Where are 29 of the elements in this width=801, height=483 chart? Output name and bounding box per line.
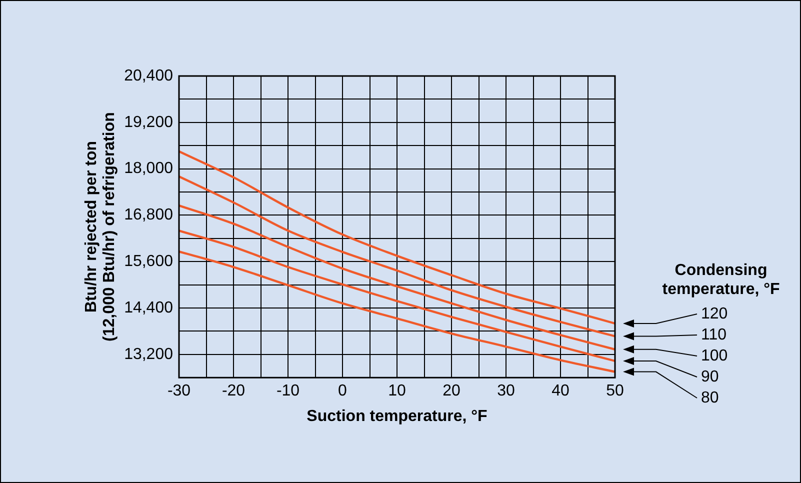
y-axis-title: Btu/hr rejected per ton (12,000 Btu/hr) of refrigeration — [83, 112, 118, 342]
line-series — [179, 250, 615, 373]
line-series — [179, 204, 615, 350]
x-tick-label: 50 — [606, 382, 624, 400]
x-axis-title: Suction temperature, °F — [306, 408, 488, 425]
x-tick-label: 0 — [338, 382, 348, 400]
legend-title: Condensing temperature, °F — [662, 262, 780, 298]
text: 80 — [701, 389, 719, 406]
x-tick-label: 10 — [388, 382, 406, 400]
y-tick-label: 18,000 — [124, 160, 174, 178]
x-tick-label: -30 — [167, 382, 191, 400]
line-series — [179, 230, 615, 362]
y-tick-label: 13,200 — [124, 346, 174, 363]
y-tick-label: 14,400 — [124, 299, 174, 316]
y-tick-label: 19,200 — [124, 114, 174, 131]
text: 110 — [701, 326, 727, 344]
line-series — [179, 175, 615, 338]
text: 100 — [701, 347, 728, 364]
y-tick-label: 15,600 — [124, 253, 174, 270]
text: 90 — [701, 368, 719, 386]
text: 120 — [701, 305, 728, 322]
x-tick-label: 40 — [552, 382, 570, 400]
x-tick-label: -20 — [222, 382, 246, 400]
line-series — [179, 150, 615, 325]
y-tick-label: 16,800 — [124, 206, 174, 224]
x-tick-label: 20 — [442, 382, 460, 400]
y-tick-label: 20,400 — [124, 67, 174, 84]
x-tick-label: 30 — [497, 382, 515, 400]
x-tick-label: -10 — [276, 382, 300, 400]
